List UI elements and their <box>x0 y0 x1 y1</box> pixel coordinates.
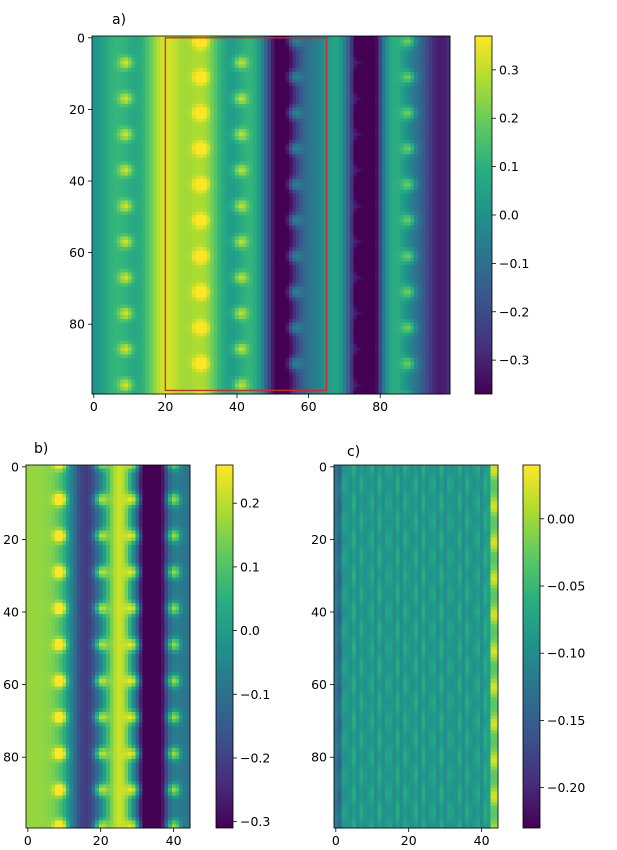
panel-a-colorbar: 0.3 0.2 0.1 0.0 −0.1 −0.2 −0.3 <box>474 35 529 395</box>
colorbar-tick-label: 0.2 <box>499 111 519 126</box>
y-tick-label: 60 <box>3 677 19 692</box>
y-tick-label: 20 <box>3 532 19 547</box>
colorbar-tick-label: −0.1 <box>240 687 270 702</box>
colorbar-tick-label: −0.10 <box>547 646 585 661</box>
panel-c-frame <box>333 464 499 829</box>
panel-c-heatmap <box>334 465 499 829</box>
y-tick-label: 20 <box>311 532 327 547</box>
x-tick-label: 20 <box>401 833 417 848</box>
panel-a-x-ticks: 0 20 40 60 80 <box>90 394 388 414</box>
panel-a-y-ticks: 0 20 40 60 80 <box>69 30 92 332</box>
x-tick-label: 40 <box>474 833 490 848</box>
y-tick-label: 0 <box>319 459 327 474</box>
colorbar-frame <box>522 464 541 829</box>
colorbar-tick-label: 0.00 <box>547 511 575 526</box>
colorbar-tick-label: 0.1 <box>499 159 519 174</box>
y-tick-label: 60 <box>311 677 327 692</box>
x-tick-label: 20 <box>157 399 173 414</box>
x-tick-label: 40 <box>229 399 245 414</box>
x-tick-label: 0 <box>332 833 340 848</box>
y-tick-label: 40 <box>3 605 19 620</box>
x-tick-label: 60 <box>301 399 317 414</box>
x-tick-label: 80 <box>372 399 388 414</box>
y-tick-label: 40 <box>69 173 85 188</box>
panel-c-label: c) <box>347 444 360 460</box>
colorbar-tick-label: 0.2 <box>240 496 260 511</box>
y-tick-label: 40 <box>311 605 327 620</box>
colorbar-tick-label: 0.0 <box>499 208 519 223</box>
colorbar-gradient <box>216 465 233 828</box>
panel-b-colorbar: 0.2 0.1 0.0 −0.1 −0.2 −0.3 <box>215 464 270 829</box>
panel-a-highlight-box <box>164 37 328 392</box>
colorbar-frame <box>215 464 234 829</box>
x-tick-label: 20 <box>93 833 109 848</box>
x-tick-label: 0 <box>24 833 32 848</box>
colorbar-tick-label: −0.05 <box>547 579 585 594</box>
colorbar-tick-label: 0.0 <box>240 623 260 638</box>
colorbar-tick-label: 0.3 <box>499 62 519 77</box>
panel-a-heatmap <box>92 36 451 395</box>
y-tick-label: 0 <box>77 30 85 45</box>
panel-b-heatmap <box>26 465 191 829</box>
x-tick-label: 0 <box>90 399 98 414</box>
x-tick-label: 40 <box>166 833 182 848</box>
colorbar-tick-label: −0.15 <box>547 713 585 728</box>
panel-a: a) 0 20 40 60 80 0 20 40 60 80 0.3 0.2 0.1 0.0 −0.1 −… <box>69 12 529 414</box>
panel-b: b) 0 20 40 0 20 40 60 80 0.2 0.1 0.0 −0.1 −0.2 −0.3 <box>3 441 270 848</box>
panel-a-label: a) <box>112 12 126 28</box>
colorbar-tick-label: 0.1 <box>240 559 260 574</box>
colorbar-gradient <box>475 36 492 394</box>
colorbar-tick-label: −0.20 <box>547 780 585 795</box>
panel-b-y-ticks: 0 20 40 60 80 <box>3 459 26 765</box>
y-tick-label: 20 <box>69 102 85 117</box>
panel-b-frame <box>25 464 191 829</box>
colorbar-tick-label: −0.2 <box>499 304 529 319</box>
panel-b-label: b) <box>34 441 48 457</box>
panel-b-x-ticks: 0 20 40 <box>24 828 182 848</box>
colorbar-tick-label: −0.3 <box>240 814 270 829</box>
colorbar-tick-label: −0.3 <box>499 353 529 368</box>
panel-c-x-ticks: 0 20 40 <box>332 828 490 848</box>
y-tick-label: 60 <box>69 245 85 260</box>
panel-c-y-ticks: 0 20 40 60 80 <box>311 459 334 765</box>
panel-c-colorbar: 0.00 −0.05 −0.10 −0.15 −0.20 <box>522 464 585 829</box>
panel-a-frame <box>91 35 451 395</box>
y-tick-label: 80 <box>69 317 85 332</box>
y-tick-label: 80 <box>3 750 19 765</box>
y-tick-label: 0 <box>11 459 19 474</box>
colorbar-gradient <box>523 465 540 828</box>
colorbar-tick-label: −0.1 <box>499 256 529 271</box>
colorbar-tick-label: −0.2 <box>240 750 270 765</box>
y-tick-label: 80 <box>311 750 327 765</box>
panel-c: c) 0 20 40 0 20 40 60 80 0.00 −0.05 −0.10 −0.15 −0… <box>311 444 585 848</box>
